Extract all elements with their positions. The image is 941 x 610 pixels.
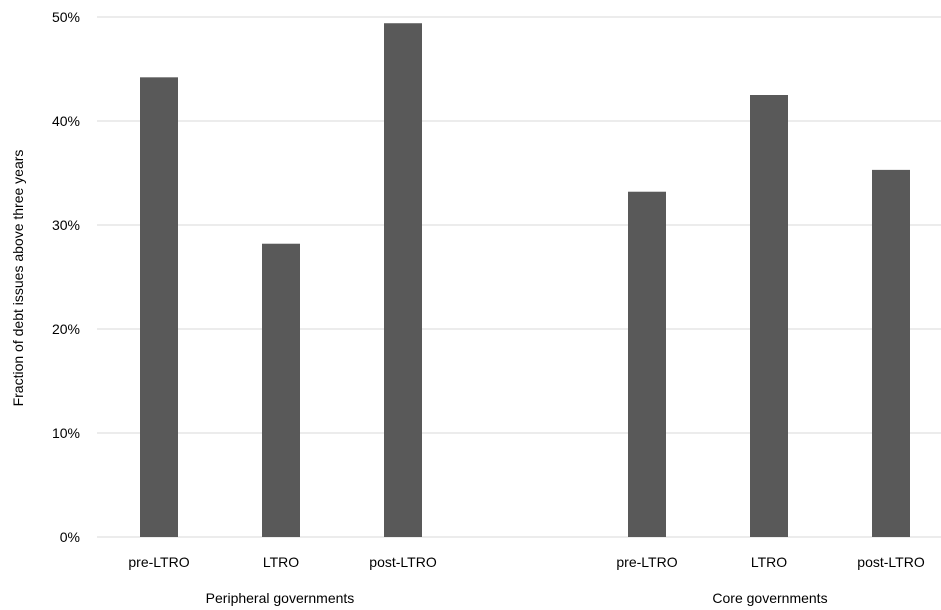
bar bbox=[140, 77, 178, 537]
y-axis-title: Fraction of debt issues above three year… bbox=[10, 150, 26, 407]
x-group-label: Peripheral governments bbox=[206, 590, 355, 606]
y-tick-label: 0% bbox=[60, 529, 80, 545]
bar bbox=[750, 95, 788, 537]
y-tick-label: 40% bbox=[52, 113, 80, 129]
y-axis-ticks: 0% 10% 20% 30% 40% 50% bbox=[52, 9, 80, 545]
y-tick-label: 20% bbox=[52, 321, 80, 337]
category-labels: pre-LTRO LTRO post-LTRO pre-LTRO LTRO post-LT… bbox=[128, 554, 924, 570]
bars bbox=[140, 23, 910, 538]
x-category-label: post-LTRO bbox=[857, 554, 925, 570]
x-category-label: LTRO bbox=[263, 554, 299, 570]
bar bbox=[262, 243, 300, 537]
bar bbox=[628, 191, 666, 537]
bar bbox=[384, 23, 422, 538]
x-category-label: post-LTRO bbox=[369, 554, 437, 570]
x-category-label: LTRO bbox=[751, 554, 787, 570]
group-labels: Peripheral governments Core governments bbox=[206, 590, 828, 606]
x-category-label: pre-LTRO bbox=[128, 554, 189, 570]
y-tick-label: 30% bbox=[52, 217, 80, 233]
x-group-label: Core governments bbox=[712, 590, 827, 606]
gridlines bbox=[97, 16, 941, 538]
bar bbox=[872, 169, 910, 537]
x-category-label: pre-LTRO bbox=[616, 554, 677, 570]
y-tick-label: 50% bbox=[52, 9, 80, 25]
y-tick-label: 10% bbox=[52, 425, 80, 441]
